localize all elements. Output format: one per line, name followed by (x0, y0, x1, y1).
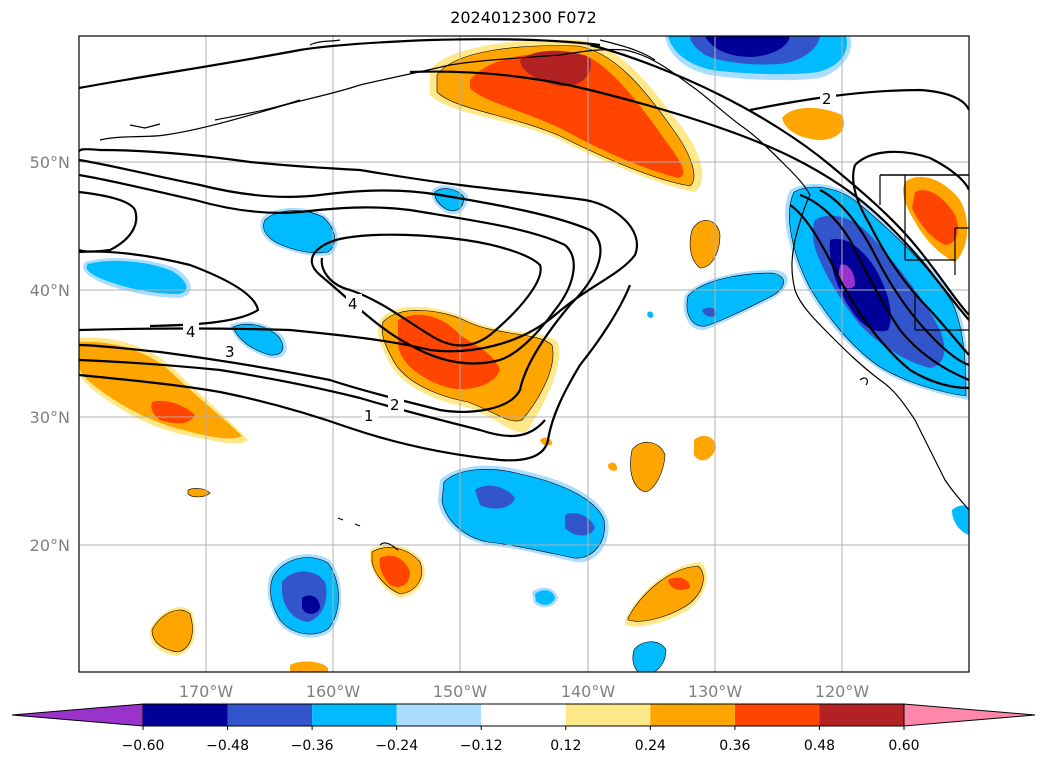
map-frame (78, 35, 970, 673)
lat-label: 40°N (30, 281, 70, 300)
contour-label-bg (183, 322, 199, 340)
contour-labels: 4 3 2 1 4 2 (183, 89, 836, 425)
contour-label: 4 (186, 323, 196, 341)
colorbar-tick-label: −0.60 (122, 738, 165, 754)
colorbar-tick-label: −0.48 (206, 738, 249, 754)
colorbar-swatch (143, 704, 228, 726)
map-title: 2024012300 F072 (450, 8, 597, 27)
contour-label: 2 (390, 396, 400, 414)
colorbar-tick-label: 0.60 (888, 738, 919, 754)
lat-label: 30°N (30, 408, 70, 427)
colorbar-tick-label: 0.24 (635, 738, 666, 754)
colorbar-tick-label: −0.12 (460, 738, 503, 754)
colorbar-swatch (565, 704, 651, 726)
lat-label: 20°N (30, 536, 70, 555)
colorbar-frame (142, 703, 905, 727)
contour-label-bg (388, 395, 404, 413)
colorbar-swatch (227, 704, 313, 726)
positive-anomaly-small (149, 107, 968, 672)
colorbar-swatch (734, 704, 820, 726)
contour-label: 4 (348, 295, 358, 313)
contour-label-bg (362, 406, 378, 424)
lon-label: 130°W (688, 682, 743, 701)
colorbar-swatch (396, 704, 482, 726)
colorbar-tick-label: −0.36 (291, 738, 334, 754)
contour-label: 1 (364, 407, 374, 425)
colorbar-swatch (481, 704, 566, 726)
lon-label: 140°W (561, 682, 616, 701)
contour-label-bg (222, 342, 238, 360)
colorbar-swatch (650, 704, 735, 726)
colorbar-swatch (819, 704, 904, 726)
colorbar-tick-label: 0.48 (804, 738, 835, 754)
contour-label-bg (820, 89, 836, 107)
contour-label: 3 (225, 343, 235, 361)
latitude-labels: 50°N 40°N 30°N 20°N (30, 153, 70, 555)
positive-anomaly-gulf-of-alaska (430, 39, 703, 192)
lon-label: 120°W (815, 682, 870, 701)
colorbar-tick-label: −0.24 (375, 738, 418, 754)
contour-label: 2 (822, 90, 832, 108)
colorbar-tick-label: 0.36 (719, 738, 750, 754)
colorbar: −0.60 −0.48 −0.36 −0.24 −0.12 0.12 0.24 0.36 0.4… (11, 703, 1036, 754)
colorbar-swatch (312, 704, 397, 726)
negative-anomaly-northeast (665, 36, 852, 81)
lat-label: 50°N (30, 153, 70, 172)
longitude-labels: 170°W 160°W 150°W 140°W 130°W 120°W (179, 682, 870, 701)
coastlines (99, 39, 969, 551)
colorbar-tick-label: 0.12 (550, 738, 581, 754)
colorbar-extend-min (11, 703, 144, 727)
contour-label-bg (346, 294, 362, 312)
colorbar-extend-max (903, 703, 1036, 727)
lon-label: 160°W (306, 682, 361, 701)
lon-label: 170°W (179, 682, 234, 701)
lon-label: 150°W (433, 682, 488, 701)
